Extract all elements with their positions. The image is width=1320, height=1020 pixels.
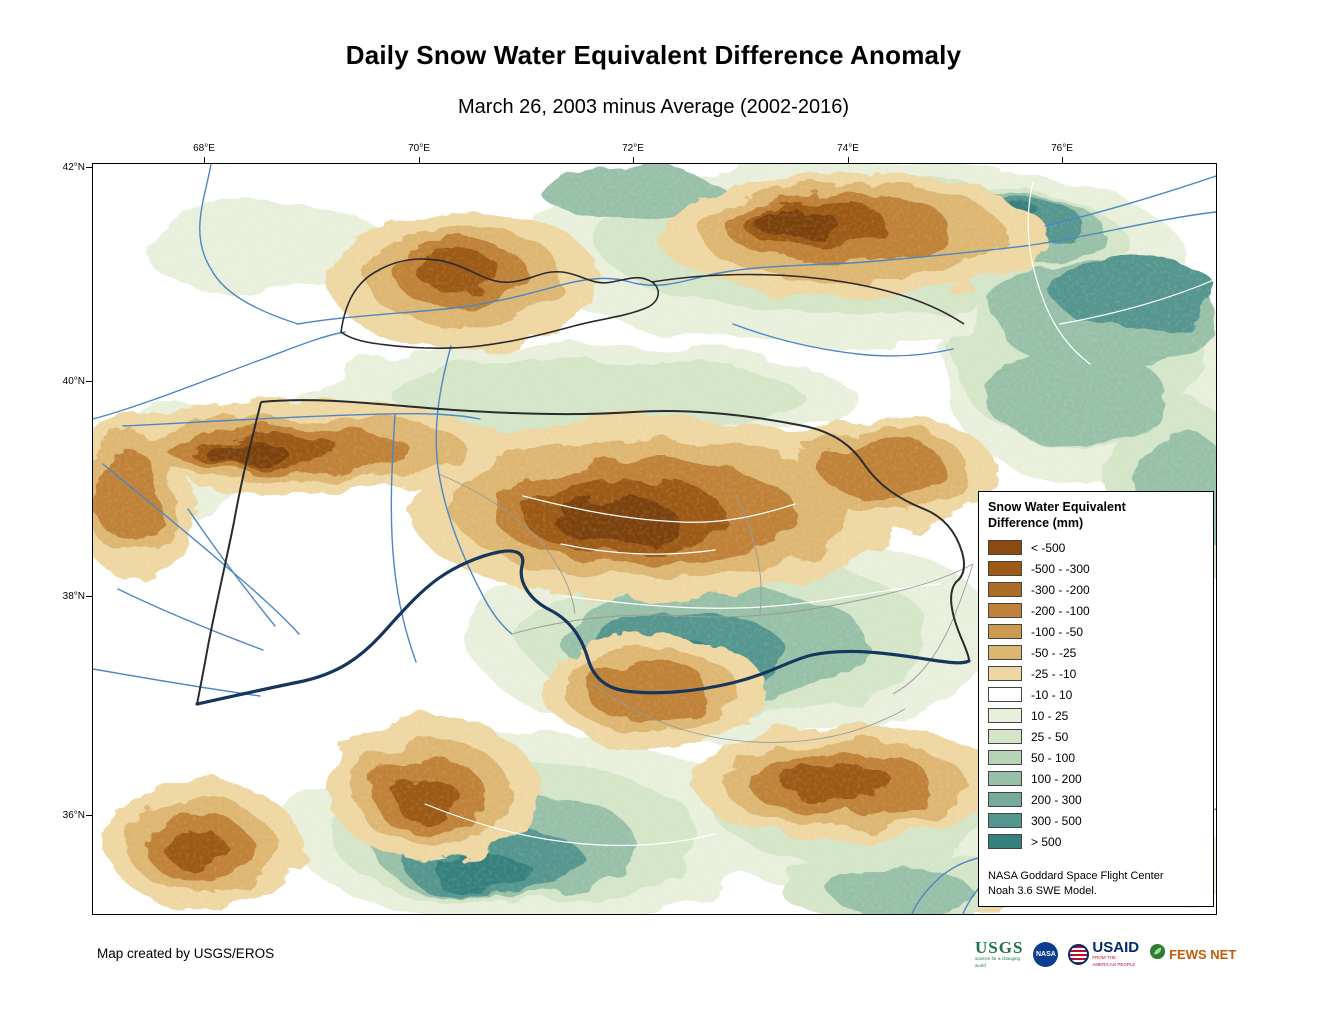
white-channels [424, 181, 1216, 847]
lat-tick-mark [86, 381, 92, 382]
lat-tick-label: 38°N [62, 591, 85, 602]
legend-swatch [988, 834, 1022, 850]
legend-label: 10 - 25 [1031, 708, 1069, 723]
lat-tick-mark [86, 167, 92, 168]
lon-tick-label: 70°E [408, 143, 430, 154]
legend-label: 200 - 300 [1031, 792, 1082, 807]
fewsnet-logo-text: FEWS NET [1169, 946, 1237, 962]
legend-label: -25 - -10 [1031, 666, 1077, 681]
legend-swatch [988, 750, 1022, 766]
legend-swatch [988, 792, 1022, 808]
usgs-logo: USGS science for a changing world [975, 939, 1023, 969]
legend-label: -200 - -100 [1031, 603, 1090, 618]
usaid-logo-tagline: FROM THE AMERICAN PEOPLE [1092, 955, 1136, 967]
lat-tick-mark [86, 596, 92, 597]
legend-swatch [988, 645, 1022, 661]
legend-swatch [988, 540, 1022, 556]
legend-row: 100 - 200 [988, 768, 1204, 789]
legend-row: > 500 [988, 831, 1204, 852]
legend-row: 25 - 50 [988, 726, 1204, 747]
legend-label: 100 - 200 [1031, 771, 1082, 786]
legend-label: 25 - 50 [1031, 729, 1069, 744]
legend-row: -500 - -300 [988, 558, 1204, 579]
legend-row: -25 - -10 [988, 663, 1204, 684]
lon-tick-mark [848, 157, 849, 163]
usaid-logo-text: USAID [1092, 939, 1140, 957]
legend-title: Snow Water Equivalent Difference (mm) [988, 500, 1204, 531]
legend-row: -300 - -200 [988, 579, 1204, 600]
legend-swatch [988, 561, 1022, 577]
legend-label: 300 - 500 [1031, 813, 1082, 828]
page-subtitle: March 26, 2003 minus Average (2002-2016) [458, 96, 849, 118]
legend-row: 200 - 300 [988, 789, 1204, 810]
usgs-logo-text: USGS [975, 938, 1024, 958]
legend-note-line2: Noah 3.6 SWE Model. [988, 884, 1097, 897]
lon-tick-label: 74°E [837, 143, 859, 154]
legend-title-line1: Snow Water Equivalent [988, 500, 1126, 514]
legend: Snow Water Equivalent Difference (mm) < … [978, 491, 1214, 907]
legend-swatch [988, 603, 1022, 619]
legend-row: 50 - 100 [988, 747, 1204, 768]
map-frame: Snow Water Equivalent Difference (mm) < … [63, 143, 1217, 915]
legend-label: < -500 [1031, 540, 1066, 555]
legend-title-line2: Difference (mm) [988, 515, 1084, 530]
nasa-logo-text: NASA [1036, 950, 1056, 958]
legend-swatch [988, 582, 1022, 598]
fewsnet-logo: FEWS NET [1149, 943, 1236, 965]
legend-swatch [988, 708, 1022, 724]
leaf-icon [1149, 943, 1166, 965]
lon-tick-mark [633, 157, 634, 163]
usgs-logo-tagline: science for a changing world [975, 956, 1021, 968]
legend-swatch [988, 771, 1022, 787]
legend-row: 10 - 25 [988, 705, 1204, 726]
legend-swatch [988, 813, 1022, 829]
lon-tick-mark [419, 157, 420, 163]
lon-tick-mark [1062, 157, 1063, 163]
legend-label: 50 - 100 [1031, 750, 1076, 765]
nasa-logo: NASA [1033, 941, 1059, 967]
legend-label: -10 - 10 [1031, 687, 1073, 702]
legend-label: > 500 [1031, 834, 1062, 849]
legend-items: < -500 -500 - -300 -300 - -200 -200 - -100 -… [988, 537, 1204, 852]
legend-label: -500 - -300 [1031, 561, 1090, 576]
legend-swatch [988, 666, 1022, 682]
legend-row: -200 - -100 [988, 600, 1204, 621]
watershed-boundaries [438, 473, 974, 743]
country-boundaries [196, 258, 970, 705]
lat-tick-mark [86, 815, 92, 816]
lat-tick-label: 36°N [62, 810, 85, 821]
legend-note: NASA Goddard Space Flight Center Noah 3.… [988, 869, 1204, 898]
usaid-emblem-icon [1068, 943, 1090, 965]
legend-label: -50 - -25 [1031, 645, 1077, 660]
lat-tick-label: 42°N [62, 162, 85, 173]
legend-swatch [988, 624, 1022, 640]
legend-row: -100 - -50 [988, 621, 1204, 642]
lon-tick-label: 72°E [622, 143, 644, 154]
legend-note-line1: NASA Goddard Space Flight Center [988, 870, 1164, 883]
lon-tick-label: 76°E [1051, 143, 1073, 154]
usaid-logo: USAID FROM THE AMERICAN PEOPLE [1068, 940, 1139, 968]
legend-row: 300 - 500 [988, 810, 1204, 831]
legend-swatch [988, 687, 1022, 703]
legend-row: -10 - 10 [988, 684, 1204, 705]
legend-row: < -500 [988, 537, 1204, 558]
lon-tick-mark [204, 157, 205, 163]
legend-row: -50 - -25 [988, 642, 1204, 663]
legend-label: -100 - -50 [1031, 624, 1084, 639]
border-river-panj [195, 549, 971, 706]
lat-tick-label: 40°N [62, 376, 85, 387]
page-title: Daily Snow Water Equivalent Difference A… [345, 40, 962, 70]
lon-tick-label: 68°E [193, 143, 215, 154]
legend-swatch [988, 729, 1022, 745]
map-credit: Map created by USGS/EROS [97, 946, 275, 961]
legend-label: -300 - -200 [1031, 582, 1090, 597]
logo-strip: USGS science for a changing world NASA U… [975, 938, 1236, 970]
